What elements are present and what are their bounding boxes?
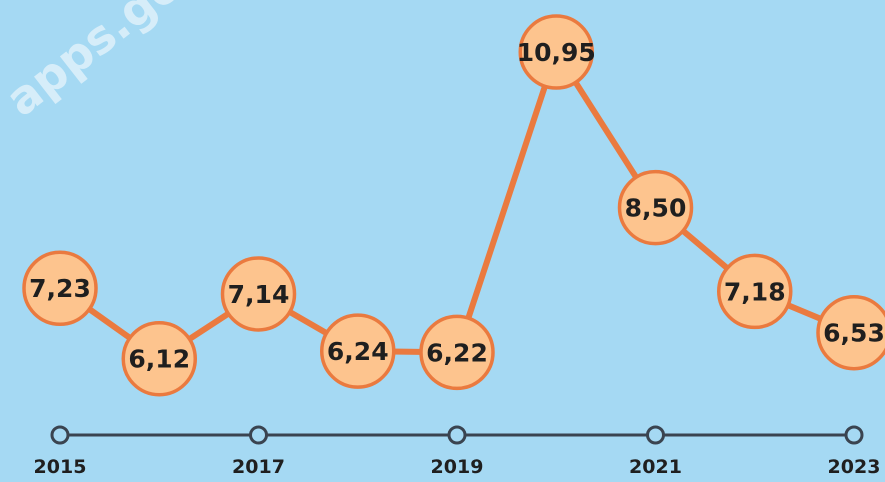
timeline-axis: 2015 2017 2019 2021 2023 <box>34 425 881 478</box>
data-label: 6,12 <box>128 345 190 374</box>
data-label: 7,23 <box>29 274 91 303</box>
axis-tick-marker <box>844 425 864 445</box>
data-label: 6,22 <box>426 338 488 367</box>
x-tick-label: 2021 <box>629 456 682 478</box>
axis-tick-marker <box>249 425 268 445</box>
data-point-marker <box>419 314 495 391</box>
axis-tick-marker <box>646 425 665 445</box>
data-label: 8,50 <box>625 194 687 223</box>
data-point-marker <box>121 320 197 397</box>
data-label: 10,95 <box>517 38 596 67</box>
x-tick-label: 2015 <box>34 456 87 478</box>
data-point-marker <box>617 169 694 246</box>
axis-tick-marker <box>447 425 467 445</box>
series-points: 7,23 6,12 7,14 6,24 6,22 10,95 8,50 7,18 6,53 <box>22 14 885 397</box>
x-tick-label: 2023 <box>828 456 881 478</box>
data-label: 6,53 <box>823 319 885 348</box>
data-label: 6,24 <box>327 337 389 366</box>
x-tick-label: 2019 <box>431 456 484 478</box>
data-label: 7,14 <box>228 280 290 309</box>
axis-tick-marker <box>50 425 70 445</box>
data-point-marker <box>816 294 885 371</box>
data-point-marker <box>220 256 297 332</box>
data-point-marker <box>518 14 594 90</box>
data-point-marker <box>717 253 793 330</box>
data-point-marker <box>22 250 98 326</box>
watermark-text: apps.go <box>0 0 191 127</box>
data-label: 7,18 <box>724 277 786 306</box>
data-point-marker <box>320 313 396 389</box>
x-tick-label: 2017 <box>232 456 285 478</box>
